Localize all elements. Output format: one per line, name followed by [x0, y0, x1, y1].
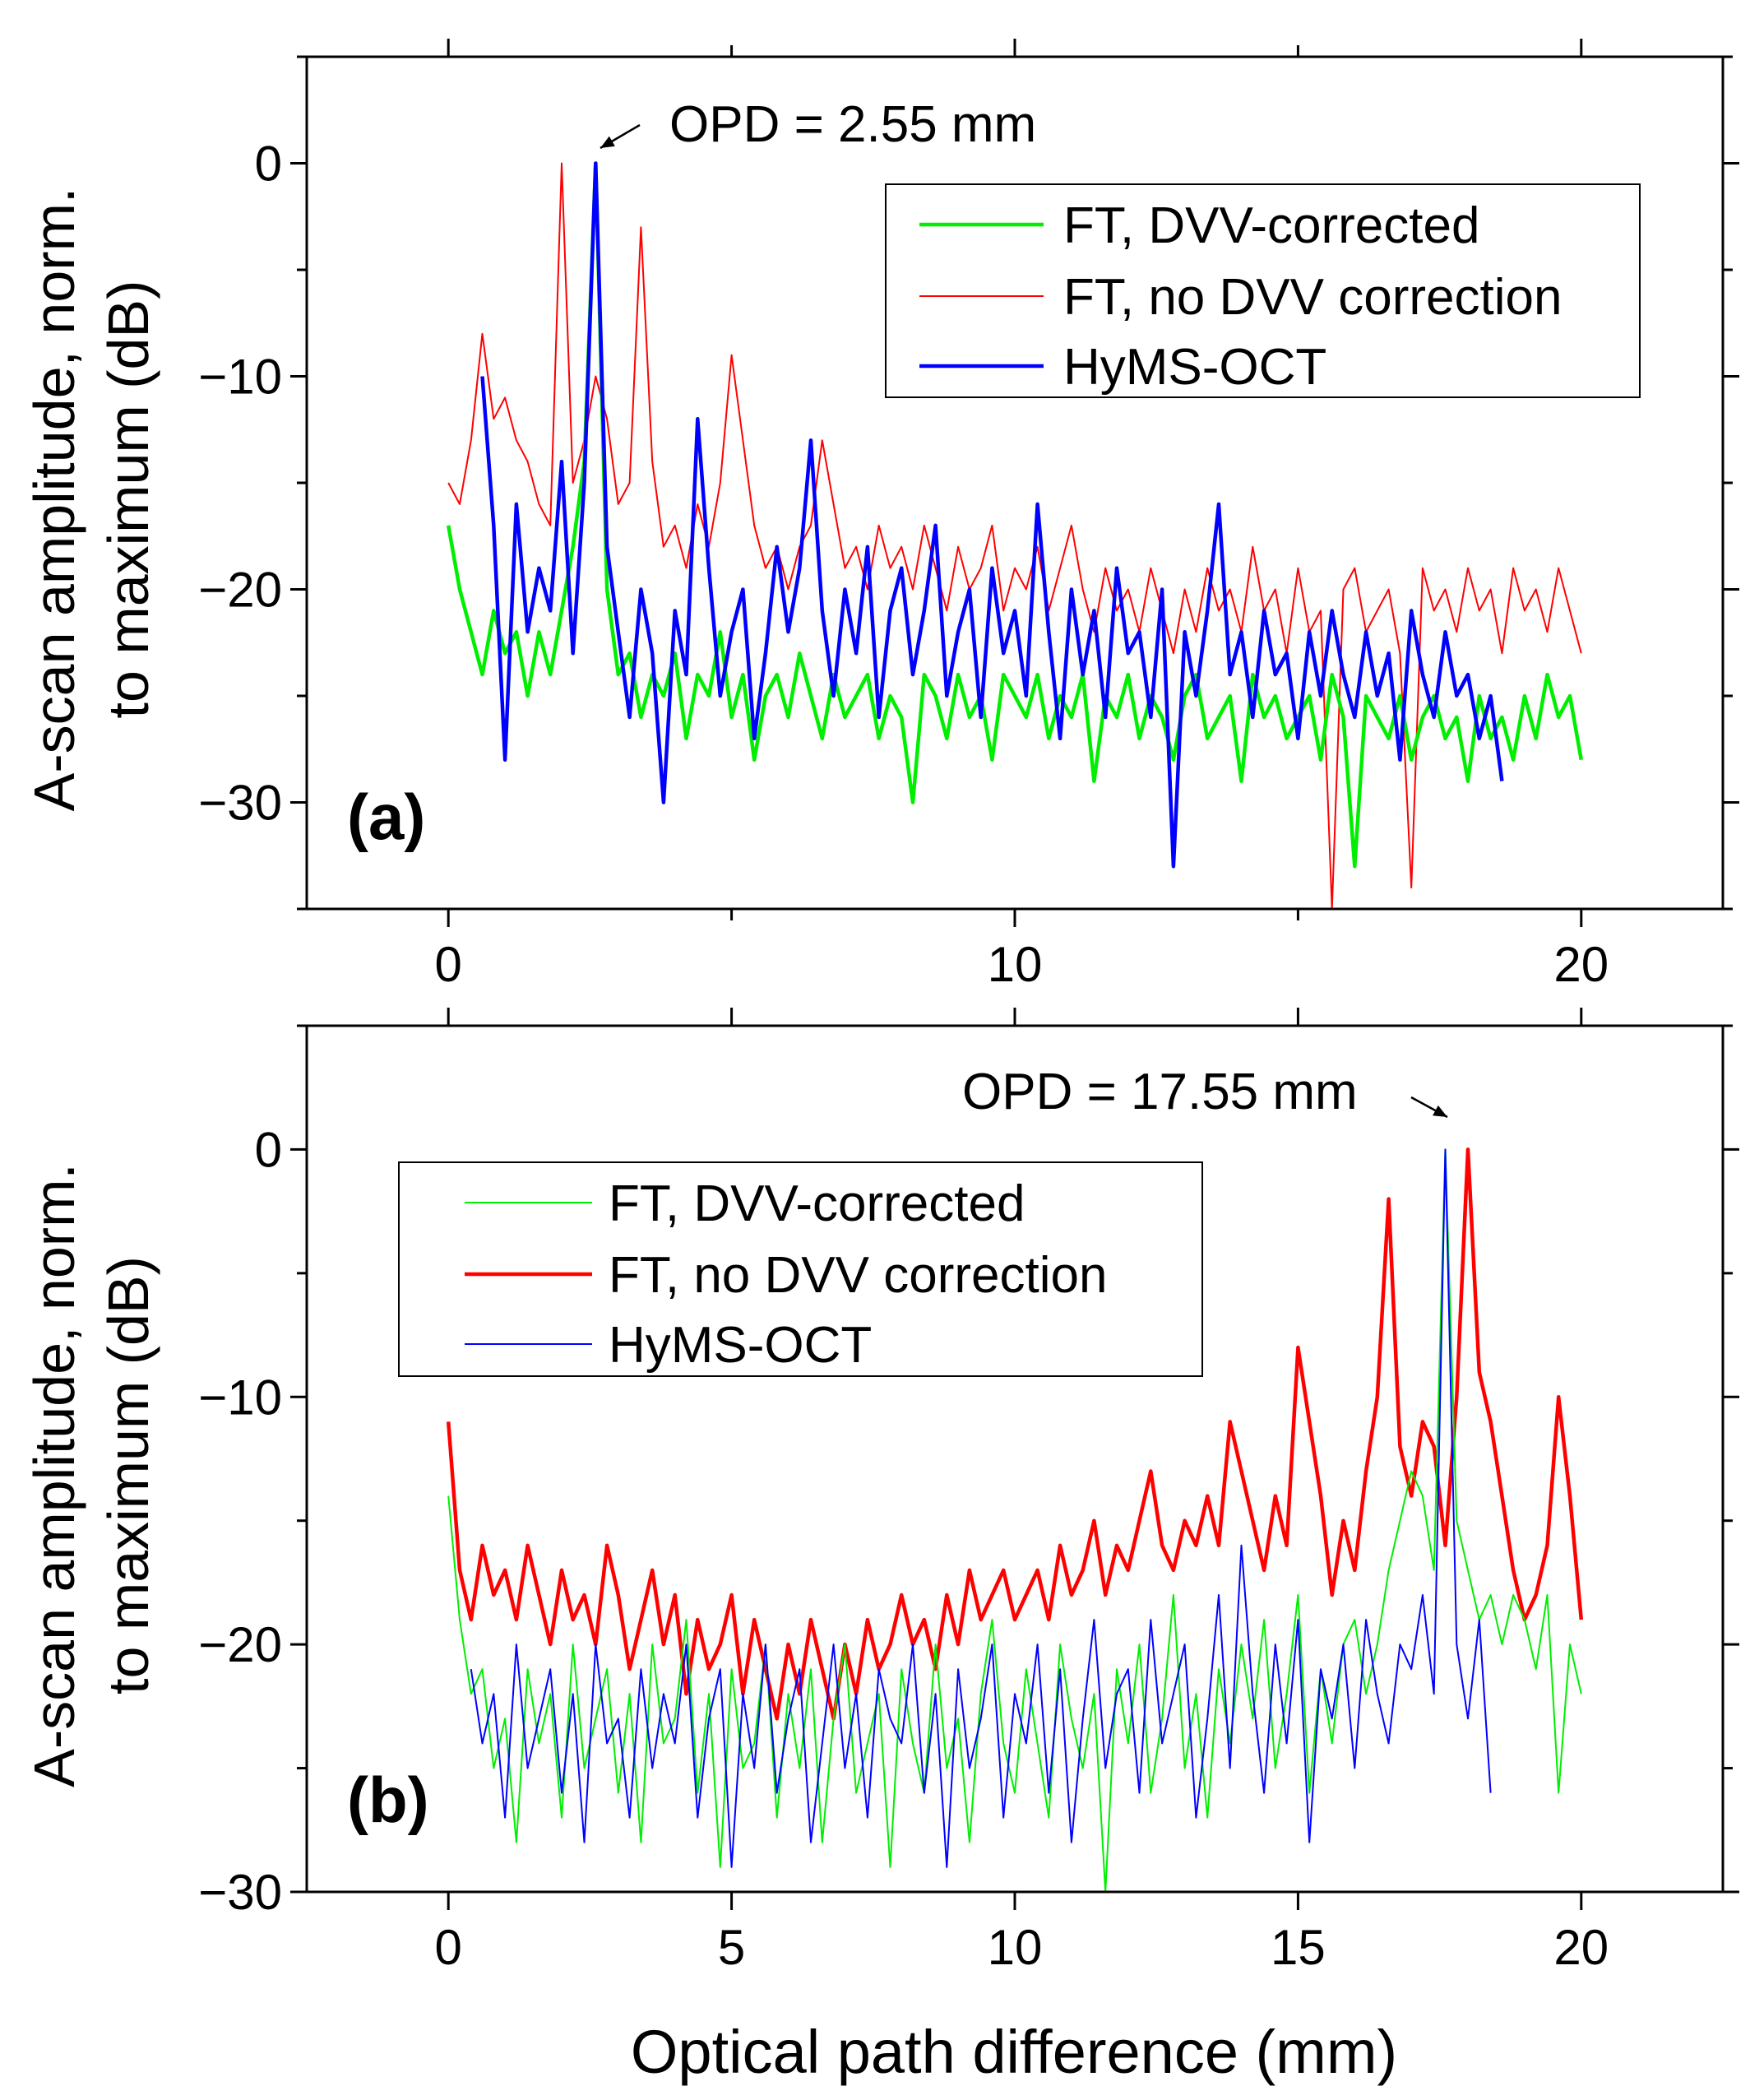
opd-annotation: OPD = 17.55 mm — [962, 1064, 1358, 1120]
series-line-hyms-oct — [470, 1148, 1492, 1868]
x-tick-label: 0 — [435, 937, 462, 992]
x-tick-label: 20 — [1553, 1920, 1609, 1975]
series-line-ft-no-dvv-correction — [446, 1147, 1584, 1721]
legend-entry-label: HyMS-OCT — [609, 1317, 872, 1374]
y-tick-label: −30 — [198, 776, 282, 831]
legend-box — [398, 1161, 1203, 1377]
panel-label: (b) — [347, 1764, 429, 1836]
series-line-ft-no-dvv-correction — [447, 162, 1582, 909]
panel-label: (a) — [347, 781, 425, 853]
x-tick-label: 20 — [1553, 937, 1609, 992]
legend-entry-label: FT, no DVV correction — [1063, 269, 1562, 326]
y-tick-label: −20 — [198, 563, 282, 618]
x-tick-label: 10 — [988, 1920, 1043, 1975]
x-tick-label: 10 — [988, 937, 1043, 992]
series-line-ft-dvv-corrected — [447, 1148, 1582, 1892]
annotation-arrow-head-icon — [600, 136, 615, 148]
legend-entry-label: FT, DVV-corrected — [1063, 197, 1479, 254]
legend-entry-label: FT, no DVV correction — [609, 1247, 1107, 1304]
legend-entry-label: HyMS-OCT — [1063, 339, 1326, 396]
y-axis-label-line1: A-scan amplitude, norm. — [22, 1163, 86, 1787]
x-tick-label: 0 — [435, 1920, 462, 1975]
annotation-arrow-head-icon — [1433, 1105, 1447, 1117]
y-tick-label: −10 — [198, 350, 282, 405]
y-axis-label-line2: to maximum (dB) — [96, 1256, 160, 1694]
y-tick-label: 0 — [255, 137, 282, 192]
y-tick-label: −30 — [198, 1865, 282, 1920]
series-line-ft-dvv-corrected — [446, 161, 1584, 869]
plot-frame — [305, 1024, 1725, 1894]
y-tick-label: −20 — [198, 1617, 282, 1672]
panel-a: 0 10 20 0 −10 −20 −30 A-scan amplitude, norm. to… — [22, 39, 1739, 992]
opd-annotation: OPD = 2.55 mm — [669, 96, 1036, 153]
y-axis-label-line1: A-scan amplitude, norm. — [22, 188, 86, 812]
legend: FT, DVV-corrected FT, no DVV correction Hy… — [398, 1161, 1203, 1377]
panel-b: 0 5 10 15 20 0 −10 −20 −30 A-scan amplitude, norm… — [22, 1008, 1739, 1975]
x-axis-label: Optical path difference (mm) — [631, 2018, 1397, 2086]
legend-entry-label: FT, DVV-corrected — [609, 1175, 1025, 1232]
legend: FT, DVV-corrected FT, no DVV correction Hy… — [885, 183, 1641, 398]
y-tick-label: 0 — [255, 1122, 282, 1177]
y-tick-label: −10 — [198, 1370, 282, 1425]
y-axis-label-line2: to maximum (dB) — [96, 280, 160, 719]
legend-box — [885, 183, 1641, 398]
series-line-hyms-oct — [480, 161, 1504, 869]
x-tick-label: 5 — [718, 1920, 745, 1975]
x-tick-label: 15 — [1271, 1920, 1326, 1975]
